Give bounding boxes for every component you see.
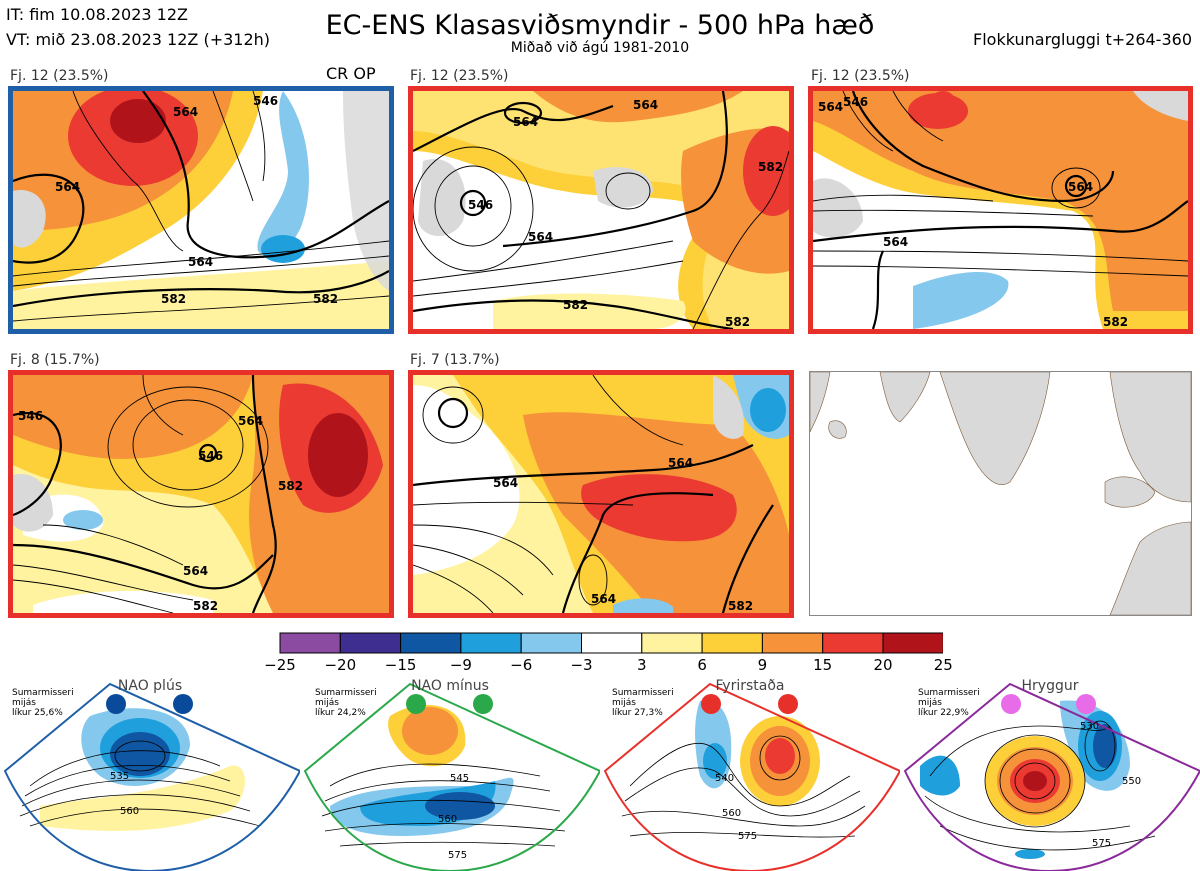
panel-1-contour-label: 564 xyxy=(188,255,213,269)
panel-5-contour-label: 564 xyxy=(493,476,518,490)
panel-1-contour-label: 564 xyxy=(55,180,80,194)
colorbar xyxy=(279,632,943,654)
cluster-map-3: 564 546 564 564 582 xyxy=(808,86,1193,334)
regime-2-contour: 560 xyxy=(438,814,457,825)
panel-5-contour-label: 582 xyxy=(728,599,753,613)
colorbar-tick-label: 25 xyxy=(933,656,953,674)
regime-3-contour: 540 xyxy=(715,773,734,784)
panel-2-contour-label: 564 xyxy=(633,98,658,112)
cluster-map-1: 564 546 564 564 582 582 xyxy=(8,86,394,334)
regime-1-contour: 535 xyxy=(110,771,129,782)
regime-1-name: NAO plús xyxy=(117,678,183,694)
regime-3-name: Fyrirstaða xyxy=(715,678,785,694)
panel-2-contour-label: 546 xyxy=(468,198,493,212)
panel-4-contour-label: 564 xyxy=(183,564,208,578)
panel-3-contour-label: 546 xyxy=(843,95,868,109)
regime-1-info: Sumarmisseri mijás líkur 25,6% xyxy=(12,688,74,718)
panel-4-label: Fj. 8 (15.7%) xyxy=(10,352,100,368)
colorbar-swatch xyxy=(761,632,824,654)
panel-2-contour-label: 582 xyxy=(758,160,783,174)
panel-3-contour-label: 564 xyxy=(1068,180,1093,194)
panel-1-contour-label: 546 xyxy=(253,94,278,108)
colorbar-tick-label: −9 xyxy=(449,656,472,674)
colorbar-swatch xyxy=(520,632,582,654)
regime-3-contour: 575 xyxy=(738,831,757,842)
initial-time: IT: fim 10.08.2023 12Z xyxy=(6,5,188,24)
panel-4-contour-label: 582 xyxy=(193,599,218,613)
classification-window: Flokkunargluggi t+264-360 xyxy=(973,30,1192,49)
panel-4-contour-label: 564 xyxy=(238,414,263,428)
regime-2-name: NAO mínus xyxy=(411,678,489,694)
panel-2-contour-label: 564 xyxy=(513,115,538,129)
regime-1-contour: 560 xyxy=(120,806,139,817)
regime-map-nao-plus: 535 560 xyxy=(3,682,300,871)
panel-3-contour-label: 582 xyxy=(1103,315,1128,329)
panel-3-label: Fj. 12 (23.5%) xyxy=(811,68,910,84)
regime-2-info: Sumarmisseri mijás líkur 24,2% xyxy=(315,688,377,718)
panel-2-contour-label: 582 xyxy=(725,315,750,329)
panel-2-contour-label: 564 xyxy=(528,230,553,244)
colorbar-tick-label: −25 xyxy=(264,656,296,674)
regime-2-contour: 575 xyxy=(448,850,467,861)
panel-2-label: Fj. 12 (23.5%) xyxy=(410,68,509,84)
regime-map-ridge: 530 550 575 xyxy=(903,682,1200,871)
colorbar-swatch xyxy=(460,632,522,654)
crop-label: CR OP xyxy=(326,64,376,83)
regime-4-name: Hryggur xyxy=(1021,678,1079,694)
page-title: EC-ENS Klasasviðsmyndir - 500 hPa hæð xyxy=(325,10,875,41)
panel-1-contour-label: 564 xyxy=(173,105,198,119)
page-subtitle: Miðað við ágú 1981-2010 xyxy=(510,40,690,56)
panel-4-contour-label: 546 xyxy=(18,409,43,423)
cluster-map-2: 564 564 546 564 582 582 582 xyxy=(408,86,794,334)
panel-2-contour-label: 582 xyxy=(563,298,588,312)
colorbar-swatch xyxy=(279,632,341,654)
cluster-map-5: 564 564 564 582 xyxy=(408,370,794,618)
panel-1-contour-label: 582 xyxy=(313,292,338,306)
colorbar-tick-label: 3 xyxy=(637,656,647,674)
regime-4-contour: 530 xyxy=(1080,721,1099,732)
colorbar-tick-label: −20 xyxy=(324,656,357,674)
colorbar-tick-label: 20 xyxy=(873,656,893,674)
blank-base-map xyxy=(809,371,1192,616)
panel-3-contour-label: 564 xyxy=(883,235,908,249)
colorbar-swatch xyxy=(581,632,643,654)
colorbar-swatch xyxy=(400,632,462,654)
regime-3-info: Sumarmisseri mijás líkur 27,3% xyxy=(612,688,674,718)
panel-5-contour-label: 564 xyxy=(591,592,616,606)
colorbar-tick-label: 9 xyxy=(757,656,768,674)
regime-4-contour: 575 xyxy=(1092,838,1111,849)
colorbar-tick-label: −6 xyxy=(510,656,533,674)
regime-3-contour: 560 xyxy=(722,808,741,819)
panel-4-contour-label: 546 xyxy=(198,449,223,463)
colorbar-tick-label: 6 xyxy=(697,656,707,674)
colorbar-swatch xyxy=(339,632,402,654)
regime-2-contour: 545 xyxy=(450,773,469,784)
colorbar-tick-label: −3 xyxy=(570,656,593,674)
colorbar-tick-label: −15 xyxy=(384,656,417,674)
cluster-map-4: 546 546 564 582 564 582 xyxy=(8,370,394,618)
colorbar-swatch xyxy=(882,632,943,654)
panel-4-contour-label: 582 xyxy=(278,479,303,493)
panel-5-contour-label: 564 xyxy=(668,456,693,470)
colorbar-swatch xyxy=(822,632,884,654)
regime-map-nao-minus: 545 560 575 xyxy=(303,682,600,871)
regime-4-info: Sumarmisseri mijás líkur 22,9% xyxy=(918,688,980,718)
colorbar-swatch xyxy=(641,632,703,654)
panel-1-label: Fj. 12 (23.5%) xyxy=(10,68,109,84)
regime-map-blocking: 540 560 575 xyxy=(603,682,900,871)
colorbar-swatch xyxy=(701,632,763,654)
valid-time: VT: mið 23.08.2023 12Z (+312h) xyxy=(6,30,271,49)
panel-1-contour-label: 582 xyxy=(161,292,186,306)
panel-3-contour-label: 564 xyxy=(818,100,843,114)
panel-5-label: Fj. 7 (13.7%) xyxy=(410,352,500,368)
regime-4-contour: 550 xyxy=(1122,776,1141,787)
colorbar-tick-label: 15 xyxy=(813,656,833,674)
